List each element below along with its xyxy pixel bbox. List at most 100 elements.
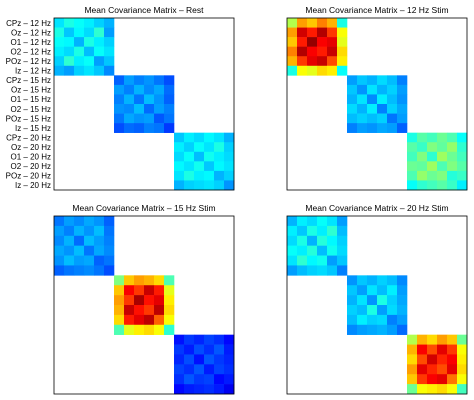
heatmap-cell bbox=[204, 170, 215, 181]
heatmap-cell bbox=[417, 180, 428, 191]
heatmap-cell bbox=[337, 235, 348, 246]
heatmap-cell bbox=[347, 295, 358, 306]
heatmap-cell bbox=[114, 123, 125, 133]
heatmap-cell bbox=[194, 151, 205, 162]
heatmap-cell bbox=[124, 314, 135, 326]
heatmap-cell bbox=[174, 151, 185, 162]
heatmap-cell bbox=[317, 27, 328, 38]
heatmap-cell bbox=[174, 142, 185, 153]
heatmap-cell bbox=[397, 314, 408, 326]
heatmap-cell bbox=[407, 364, 418, 375]
heatmap-cell bbox=[164, 314, 175, 326]
row-label: CPz – 20 Hz bbox=[6, 133, 51, 142]
panel-frame bbox=[286, 215, 468, 395]
heatmap-cell bbox=[144, 285, 155, 296]
heatmap-cell bbox=[114, 285, 125, 296]
heatmap-cell bbox=[174, 364, 185, 375]
heatmap-cell bbox=[457, 344, 468, 355]
heatmap-cell bbox=[357, 113, 368, 124]
heatmap-cell bbox=[447, 180, 458, 191]
heatmap-cell bbox=[214, 161, 225, 172]
heatmap-cell bbox=[144, 123, 155, 133]
heatmap-cell bbox=[457, 364, 468, 375]
heatmap-cell bbox=[64, 245, 75, 256]
heatmap-cell bbox=[144, 84, 155, 95]
heatmap-cell bbox=[317, 56, 328, 67]
heatmap-cell bbox=[84, 265, 95, 276]
heatmap-cell bbox=[164, 75, 175, 86]
heatmap-cell bbox=[417, 161, 428, 172]
heatmap-cell bbox=[317, 245, 328, 256]
heatmap-cell bbox=[124, 94, 135, 105]
heatmap-cell bbox=[327, 235, 338, 246]
heatmap-cell bbox=[387, 324, 398, 335]
heatmap-cell bbox=[204, 161, 215, 172]
heatmap-cell bbox=[134, 84, 145, 95]
heatmap-cell bbox=[174, 334, 185, 345]
heatmap-cell bbox=[144, 75, 155, 86]
heatmap-cell bbox=[204, 364, 215, 375]
heatmap-cell bbox=[204, 374, 215, 385]
heatmap-cell bbox=[357, 324, 368, 335]
heatmap-cell bbox=[104, 235, 115, 246]
heatmap-cell bbox=[397, 123, 408, 133]
heatmap-cell bbox=[114, 305, 125, 316]
row-label: O2 – 12 Hz bbox=[11, 47, 51, 56]
heatmap-cell bbox=[84, 56, 95, 67]
heatmap-cell bbox=[134, 295, 145, 306]
heatmap-cell bbox=[307, 225, 318, 237]
heatmap-cell bbox=[447, 364, 458, 375]
heatmap-cell bbox=[64, 225, 75, 237]
heatmap-cell bbox=[114, 113, 125, 124]
heatmap-cell bbox=[154, 104, 165, 114]
heatmap-cell bbox=[297, 216, 308, 227]
heatmap-cell bbox=[287, 216, 298, 227]
heatmap-cell bbox=[427, 354, 438, 365]
heatmap-cell bbox=[347, 104, 358, 114]
heatmap-cell bbox=[224, 334, 235, 345]
heatmap-cell bbox=[74, 27, 85, 38]
heatmap-cell bbox=[397, 305, 408, 316]
heatmap-cell bbox=[104, 245, 115, 256]
heatmap-cell bbox=[84, 65, 95, 76]
heatmap-cell bbox=[114, 104, 125, 114]
heatmap-cell bbox=[214, 170, 225, 181]
heatmap-cell bbox=[407, 142, 418, 153]
heatmap-cell bbox=[94, 18, 105, 28]
heatmap-cell bbox=[337, 27, 348, 38]
heatmap-cell bbox=[144, 94, 155, 105]
panel-title: Mean Covariance Matrix – 12 Hz Stim bbox=[305, 5, 448, 15]
heatmap-cell bbox=[457, 161, 468, 172]
heatmap-cell bbox=[457, 142, 468, 153]
heatmap-cell bbox=[367, 104, 378, 114]
heatmap-cell bbox=[387, 314, 398, 326]
heatmap-cell bbox=[74, 245, 85, 256]
heatmap-cell bbox=[287, 245, 298, 256]
heatmap-cell bbox=[94, 65, 105, 76]
heatmap-cell bbox=[194, 374, 205, 385]
heatmap-cell bbox=[164, 305, 175, 316]
heatmap-cell bbox=[164, 104, 175, 114]
heatmap-cell bbox=[337, 18, 348, 28]
heatmap-cell bbox=[74, 56, 85, 67]
heatmap-cell bbox=[54, 56, 65, 67]
heatmap-cell bbox=[377, 113, 388, 124]
heatmap-cell bbox=[407, 384, 418, 395]
heatmap-cell bbox=[447, 142, 458, 153]
heatmap-cell bbox=[427, 364, 438, 375]
heatmap-cell bbox=[307, 37, 318, 47]
heatmap-cell bbox=[357, 295, 368, 306]
heatmap-cell bbox=[134, 285, 145, 296]
row-label: CPz – 12 Hz bbox=[6, 19, 51, 28]
heatmap-cell bbox=[397, 94, 408, 105]
heatmap-cell bbox=[307, 46, 318, 57]
heatmap-cell bbox=[337, 46, 348, 57]
heatmap-cell bbox=[94, 225, 105, 237]
heatmap-cell bbox=[317, 46, 328, 57]
heatmap-cell bbox=[214, 384, 225, 395]
heatmap-cell bbox=[204, 180, 215, 191]
heatmap-cell bbox=[367, 285, 378, 296]
heatmap-cell bbox=[357, 275, 368, 286]
heatmap-cell bbox=[144, 314, 155, 326]
